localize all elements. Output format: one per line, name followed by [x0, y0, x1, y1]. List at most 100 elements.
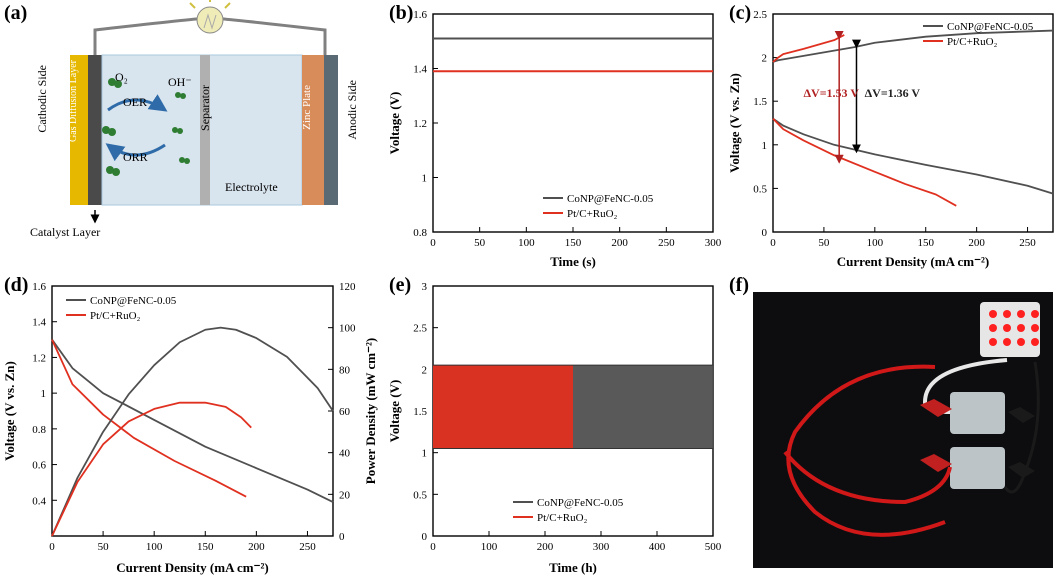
svg-text:Voltage (V vs. Zn): Voltage (V vs. Zn)	[2, 361, 17, 461]
gdl-label: Gas Diffusion Layer	[68, 60, 79, 142]
svg-text:0.5: 0.5	[413, 489, 427, 501]
svg-text:250: 250	[1019, 237, 1036, 249]
o2-label: O₂	[115, 70, 128, 85]
svg-text:1: 1	[41, 388, 47, 400]
svg-text:0: 0	[762, 227, 768, 239]
svg-text:1.5: 1.5	[753, 96, 767, 108]
svg-text:Pt/C+RuO₂: Pt/C+RuO₂	[567, 208, 618, 220]
svg-text:150: 150	[565, 237, 582, 249]
svg-text:ΔV=1.53 V: ΔV=1.53 V	[804, 86, 860, 100]
svg-text:Time (h): Time (h)	[549, 560, 597, 575]
svg-text:20: 20	[339, 489, 351, 501]
svg-text:1.6: 1.6	[32, 281, 46, 293]
panel-e: (e) 010020030040050000.511.522.53Time (h…	[385, 272, 725, 578]
svg-text:300: 300	[705, 237, 722, 249]
svg-text:Power Density (mW cm⁻²): Power Density (mW cm⁻²)	[363, 338, 378, 484]
orr-label: ORR	[123, 150, 148, 165]
svg-text:0.5: 0.5	[753, 183, 767, 195]
svg-text:50: 50	[818, 237, 830, 249]
svg-text:1.4: 1.4	[413, 64, 427, 76]
svg-text:50: 50	[98, 541, 110, 553]
panel-d: (d) 0501001502002500.40.60.811.21.41.602…	[0, 272, 385, 578]
svg-text:0.8: 0.8	[32, 424, 46, 436]
svg-text:150: 150	[917, 237, 934, 249]
svg-text:CoNP@FeNC-0.05: CoNP@FeNC-0.05	[537, 497, 624, 509]
svg-text:1.6: 1.6	[413, 9, 427, 21]
svg-text:1: 1	[422, 173, 428, 185]
svg-text:Pt/C+RuO₂: Pt/C+RuO₂	[947, 36, 998, 48]
svg-text:200: 200	[537, 541, 554, 553]
svg-text:250: 250	[658, 237, 675, 249]
svg-text:100: 100	[339, 323, 356, 335]
anodic-label: Anodic Side	[345, 80, 360, 140]
panel-f-label: (f)	[729, 274, 749, 297]
svg-text:200: 200	[968, 237, 985, 249]
svg-text:1: 1	[422, 448, 428, 460]
svg-text:500: 500	[705, 541, 722, 553]
svg-text:0: 0	[430, 237, 436, 249]
svg-text:1: 1	[762, 140, 768, 152]
svg-text:200: 200	[611, 237, 628, 249]
svg-text:2.5: 2.5	[753, 9, 767, 21]
panel-f-photo	[725, 272, 1063, 578]
svg-text:300: 300	[593, 541, 610, 553]
svg-text:1.4: 1.4	[32, 317, 46, 329]
svg-text:Voltage (V): Voltage (V)	[387, 92, 402, 155]
panel-a-label: (a)	[4, 2, 27, 25]
svg-text:2.5: 2.5	[413, 323, 427, 335]
zinc-label: Zinc Plate	[301, 85, 313, 130]
svg-text:400: 400	[649, 541, 666, 553]
svg-text:Time (s): Time (s)	[550, 254, 596, 269]
svg-text:Current Density (mA cm⁻²): Current Density (mA cm⁻²)	[837, 254, 989, 269]
panel-c-chart: 05010015020025000.511.522.5Current Densi…	[725, 0, 1063, 272]
svg-text:40: 40	[339, 448, 351, 460]
svg-text:100: 100	[867, 237, 884, 249]
panel-e-chart: 010020030040050000.511.522.53Time (h)Vol…	[385, 272, 725, 578]
svg-text:Pt/C+RuO₂: Pt/C+RuO₂	[537, 512, 588, 524]
svg-text:200: 200	[248, 541, 265, 553]
svg-text:60: 60	[339, 406, 351, 418]
svg-text:0: 0	[49, 541, 55, 553]
svg-text:Pt/C+RuO₂: Pt/C+RuO₂	[90, 310, 141, 322]
svg-text:Voltage (V): Voltage (V)	[387, 380, 402, 443]
electrolyte-label: Electrolyte	[225, 180, 278, 195]
svg-text:CoNP@FeNC-0.05: CoNP@FeNC-0.05	[567, 193, 654, 205]
panel-d-chart: 0 50 100 150 200 250 0.4 0.6 0.8 1 1.2 1.4 1.6 0 20 40 6…	[0, 272, 385, 578]
svg-text:3: 3	[422, 281, 428, 293]
svg-text:2: 2	[422, 364, 428, 376]
panel-c: (c) 05010015020025000.511.522.5Current D…	[725, 0, 1063, 272]
panel-c-label: (c)	[729, 2, 751, 25]
panel-b: (b) 0 50 100 150 200 250 300 0.8 1 1.2 1.4 1.6 Time …	[385, 0, 725, 272]
svg-text:CoNP@FeNC-0.05: CoNP@FeNC-0.05	[90, 295, 177, 307]
svg-text:150: 150	[197, 541, 214, 553]
svg-text:100: 100	[481, 541, 498, 553]
svg-text:80: 80	[339, 364, 351, 376]
svg-text:ΔV=1.36 V: ΔV=1.36 V	[865, 86, 921, 100]
panel-b-chart: 0 50 100 150 200 250 300 0.8 1 1.2 1.4 1.6 Time (s) V…	[385, 0, 725, 272]
separator-label: Separator	[198, 85, 213, 131]
svg-text:Current Density (mA cm⁻²): Current Density (mA cm⁻²)	[116, 560, 268, 575]
svg-text:0.6: 0.6	[32, 460, 46, 472]
svg-text:120: 120	[339, 281, 356, 293]
svg-text:0: 0	[339, 531, 345, 543]
svg-text:Voltage (V vs. Zn): Voltage (V vs. Zn)	[727, 73, 742, 173]
svg-text:1.5: 1.5	[413, 406, 427, 418]
svg-text:2: 2	[762, 53, 768, 65]
panel-b-label: (b)	[389, 2, 413, 25]
svg-text:0.4: 0.4	[32, 495, 46, 507]
oh-label: OH⁻	[168, 75, 192, 90]
catalyst-layer-label: Catalyst Layer	[30, 225, 100, 240]
svg-text:1.2: 1.2	[413, 118, 427, 130]
svg-text:0.8: 0.8	[413, 227, 427, 239]
svg-text:1.2: 1.2	[32, 352, 46, 364]
cathodic-side-label: Cathodic Side	[35, 65, 50, 133]
panel-a: (a)	[0, 0, 385, 272]
svg-text:50: 50	[474, 237, 486, 249]
oer-label: OER	[123, 95, 147, 110]
svg-text:0: 0	[422, 531, 428, 543]
panel-e-label: (e)	[389, 274, 411, 297]
panel-f: (f)	[725, 272, 1063, 578]
svg-text:250: 250	[299, 541, 316, 553]
svg-text:CoNP@FeNC-0.05: CoNP@FeNC-0.05	[947, 21, 1034, 33]
svg-text:100: 100	[518, 237, 535, 249]
